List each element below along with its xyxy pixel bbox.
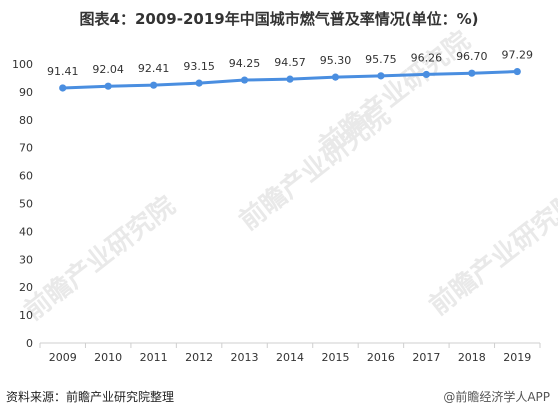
watermark: 前瞻产业研究院	[19, 190, 182, 326]
y-tick-label: 80	[19, 114, 33, 127]
footer-logo-text: @前瞻经济学人APP	[443, 390, 550, 404]
data-point	[422, 70, 430, 79]
x-tick-label: 2013	[231, 351, 259, 364]
y-tick-label: 90	[19, 86, 33, 99]
data-label: 95.75	[365, 53, 397, 66]
data-label: 94.25	[229, 57, 261, 70]
x-tick-label: 2016	[367, 351, 395, 364]
data-label: 92.41	[138, 62, 170, 75]
data-point	[377, 72, 385, 80]
y-tick-label: 70	[19, 142, 33, 155]
x-tick-label: 2012	[185, 351, 213, 364]
x-tick-label: 2010	[94, 351, 122, 364]
data-label: 91.41	[47, 65, 79, 78]
data-label: 97.29	[502, 49, 534, 62]
y-tick-label: 100	[12, 58, 33, 71]
y-tick-label: 60	[19, 170, 33, 183]
data-point	[468, 69, 476, 77]
data-point	[331, 73, 340, 81]
data-point	[240, 76, 249, 84]
data-point	[195, 79, 203, 87]
x-tick-label: 2017	[412, 351, 440, 364]
data-label: 94.57	[274, 56, 306, 69]
y-tick-label: 20	[19, 281, 33, 294]
data-label: 95.30	[320, 54, 352, 67]
source-note: 资料来源：前瞻产业研究院整理	[6, 390, 175, 404]
data-point	[513, 67, 521, 76]
data-point	[59, 84, 67, 92]
x-tick-label: 2009	[49, 351, 77, 364]
axes: 2009 2010 2011 2012 2013 2014 2015 2016 2017 2018…	[12, 58, 541, 364]
x-tick-label: 2014	[276, 351, 304, 364]
data-label: 93.15	[183, 60, 215, 73]
x-tick-label: 2018	[458, 351, 486, 364]
watermark: 前瞻产业研究院	[424, 185, 558, 321]
y-tick-label: 40	[19, 225, 33, 238]
x-tick-label: 2019	[503, 351, 531, 364]
x-tick-label: 2011	[140, 351, 168, 364]
data-label: 96.70	[456, 50, 488, 63]
y-tick-label: 0	[26, 337, 33, 350]
series-line: 91.41 92.04 92.41 93.15 94.25 94.57 95.30 95.75…	[47, 49, 533, 92]
data-label: 92.04	[92, 63, 124, 76]
x-tick-label: 2015	[321, 351, 349, 364]
y-tick-label: 10	[19, 309, 33, 322]
y-tick-label: 30	[19, 253, 33, 266]
watermark: 前瞻产业研究院	[314, 25, 477, 161]
data-point	[150, 81, 158, 89]
chart-title: 图表4：2009-2019年中国城市燃气普及率情况(单位：%)	[79, 10, 479, 28]
data-point	[286, 75, 294, 83]
y-tick-label: 50	[19, 198, 33, 211]
data-point	[104, 82, 112, 90]
data-label: 96.26	[411, 51, 443, 64]
